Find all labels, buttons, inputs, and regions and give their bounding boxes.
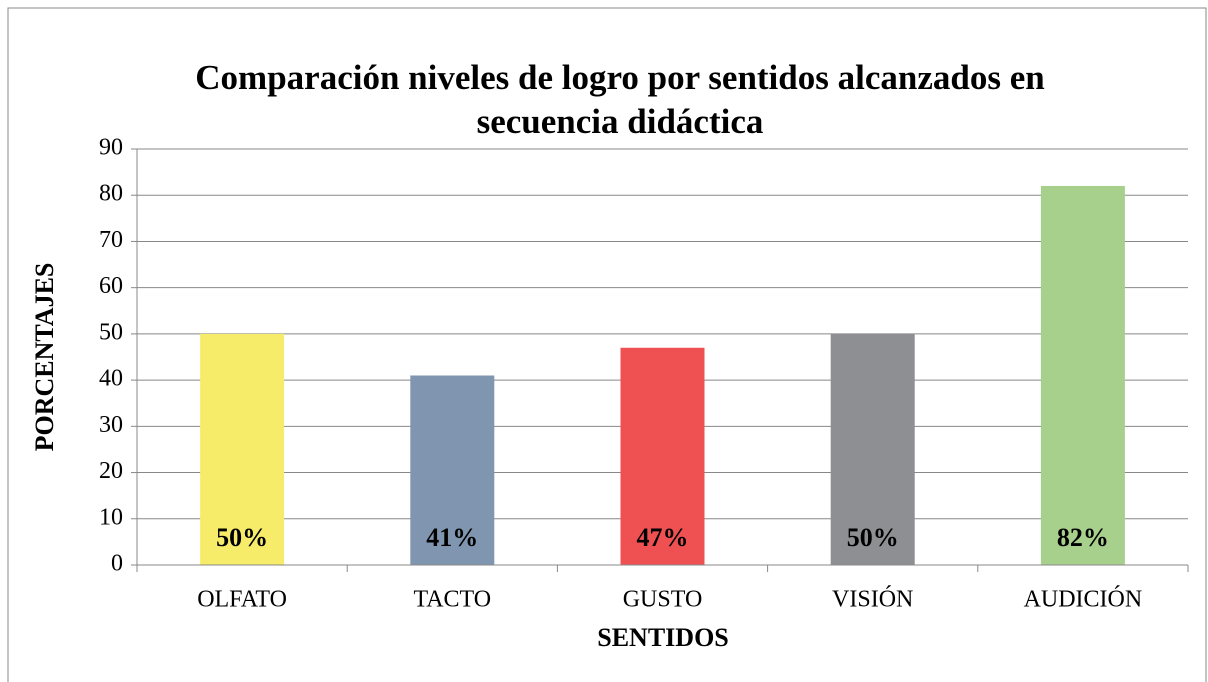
x-tick-label: OLFATO: [197, 587, 287, 613]
y-tick-label: 50: [99, 319, 123, 345]
bar: [1040, 185, 1125, 565]
chart-title: Comparación niveles de logro por sentido…: [195, 58, 1045, 141]
x-axis-label: SENTIDOS: [597, 623, 729, 652]
y-tick-label: 40: [99, 366, 123, 392]
y-axis-label: PORCENTAJES: [30, 263, 59, 452]
y-tick-label: 70: [99, 227, 123, 253]
x-tick-label: AUDICIÓN: [1024, 586, 1143, 613]
value-label: 82%: [1057, 523, 1109, 552]
y-tick-label: 20: [99, 458, 123, 484]
value-label: 50%: [216, 523, 268, 552]
x-tick-label: TACTO: [413, 587, 491, 613]
bar: [620, 347, 705, 565]
chart-frame: [7, 7, 1207, 682]
y-tick-label: 80: [99, 181, 123, 207]
value-label: 47%: [637, 523, 689, 552]
x-tick-label: VISIÓN: [832, 586, 913, 613]
value-label: 41%: [426, 523, 478, 552]
bar: [200, 333, 285, 565]
value-label: 50%: [847, 523, 899, 552]
bar: [830, 333, 915, 565]
y-tick-label: 60: [99, 273, 123, 299]
bar: [410, 375, 495, 565]
x-tick-label: GUSTO: [623, 587, 703, 613]
y-tick-label: 90: [99, 135, 123, 161]
y-tick-label: 0: [111, 551, 123, 577]
y-tick-label: 10: [99, 504, 123, 530]
y-tick-label: 30: [99, 412, 123, 438]
